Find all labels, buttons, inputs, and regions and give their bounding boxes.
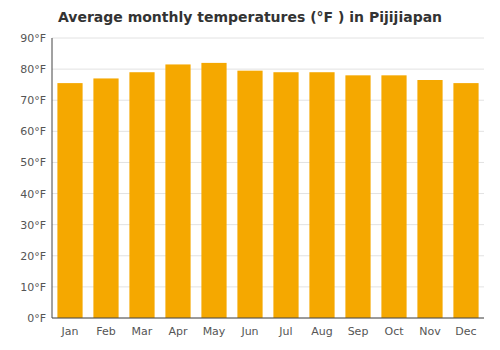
x-tick-label: Feb <box>96 325 115 338</box>
x-axis <box>52 318 484 319</box>
x-tick-label: Jan <box>61 325 79 338</box>
chart-svg: Average monthly temperatures (°F ) in Pi… <box>0 0 500 350</box>
bars <box>57 63 478 318</box>
x-tick-label: May <box>203 325 226 338</box>
y-tick-label: 60°F <box>20 125 46 138</box>
x-tick-label: Aug <box>311 325 332 338</box>
x-tick-label: Sep <box>348 325 369 338</box>
bar <box>273 72 298 318</box>
bar <box>237 71 262 318</box>
bar <box>57 83 82 318</box>
bar <box>165 64 190 318</box>
y-tick-label: 70°F <box>20 94 46 107</box>
y-tick-label: 50°F <box>20 156 46 169</box>
y-tick-label: 30°F <box>20 219 46 232</box>
bar <box>381 75 406 318</box>
y-axis <box>52 38 53 318</box>
grid-line <box>52 69 484 70</box>
bar <box>453 83 478 318</box>
x-tick-label: Jul <box>278 325 292 338</box>
bar <box>345 75 370 318</box>
page: {"chart_data": {"type": "bar", "title": … <box>0 0 500 350</box>
grid-line <box>52 318 484 319</box>
bar <box>417 80 442 318</box>
title: Average monthly temperatures (°F ) in Pi… <box>58 9 442 25</box>
chart-container: Average monthly temperatures (°F ) in Pi… <box>0 0 500 350</box>
grid <box>52 38 484 318</box>
bar <box>201 63 226 318</box>
y-tick-label: 40°F <box>20 188 46 201</box>
bar <box>129 72 154 318</box>
y-tick-label: 0°F <box>27 312 46 325</box>
x-tick-label: Nov <box>419 325 441 338</box>
x-tick-label: Jun <box>240 325 258 338</box>
x-tick-label: Oct <box>384 325 404 338</box>
y-tick-label: 80°F <box>20 63 46 76</box>
bar <box>93 78 118 318</box>
x-tick-label: Mar <box>132 325 153 338</box>
x-tick-label: Dec <box>455 325 476 338</box>
x-tick-label: Apr <box>168 325 188 338</box>
y-tick-label: 20°F <box>20 250 46 263</box>
grid-line <box>52 38 484 39</box>
y-tick-label: 90°F <box>20 32 46 45</box>
bar <box>309 72 334 318</box>
y-tick-label: 10°F <box>20 281 46 294</box>
